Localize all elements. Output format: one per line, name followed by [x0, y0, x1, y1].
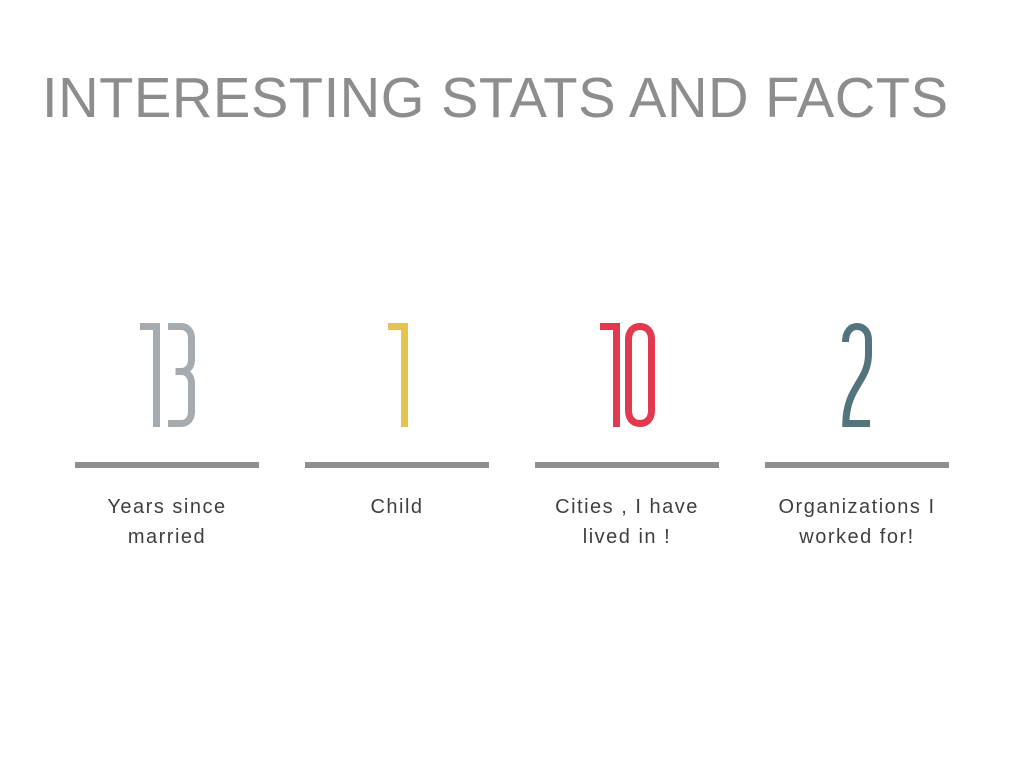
stat-number [387, 323, 408, 427]
stat-divider-bar [305, 462, 489, 468]
stat-divider-bar [535, 462, 719, 468]
stat-column: Child [305, 323, 489, 552]
stat-number [139, 323, 195, 427]
stat-label: Cities , I have lived in ! [555, 496, 699, 548]
stat-divider-bar [75, 462, 259, 468]
stat-label: Years since married [107, 496, 227, 548]
stat-divider-bar [765, 462, 949, 468]
stat-label: Organizations I worked for! [778, 496, 936, 548]
stat-number [842, 323, 872, 427]
slide-title: INTERESTING STATS AND FACTS [42, 66, 949, 131]
stat-number [599, 323, 655, 427]
stat-column: Years since married [75, 323, 259, 552]
stat-label: Child [370, 496, 424, 518]
stat-column: Cities , I have lived in ! [535, 323, 719, 552]
stat-column: Organizations I worked for! [765, 323, 949, 552]
stats-row: Years since married Child Cities , I hav… [75, 323, 949, 552]
